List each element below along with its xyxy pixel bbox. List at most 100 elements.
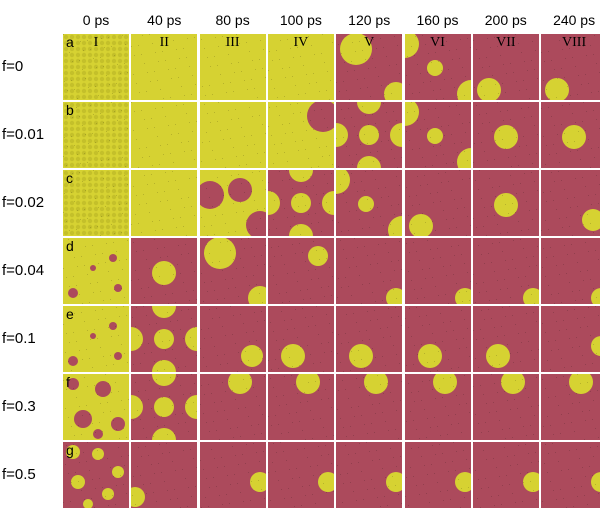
phase-map <box>267 442 334 508</box>
snapshot-panel <box>471 169 540 237</box>
phase-map <box>404 34 471 100</box>
phase-map <box>336 170 403 236</box>
row-letter: c <box>66 170 73 186</box>
phase-map <box>131 374 198 440</box>
fraction-label: f=0.01 <box>2 126 45 143</box>
snapshot-panel <box>198 373 267 441</box>
snapshot-panel <box>335 373 404 441</box>
phase-map <box>472 238 539 304</box>
fraction-label: f=0.5 <box>2 466 36 483</box>
snapshot-panel <box>266 305 335 373</box>
time-label: 240 ps <box>553 12 596 28</box>
phase-map <box>63 374 129 440</box>
phase-map <box>472 306 539 372</box>
phase-map <box>541 238 600 304</box>
snapshot-panel <box>540 101 600 169</box>
snapshot-panel <box>335 237 404 305</box>
snapshot-panel <box>130 101 199 169</box>
phase-map <box>541 374 600 440</box>
column-numeral: II <box>159 35 169 50</box>
snapshot-panel: f <box>62 373 130 441</box>
phase-map <box>404 442 471 508</box>
snapshot-panel <box>540 237 600 305</box>
row-letter: f <box>66 374 70 390</box>
snapshot-panel <box>266 237 335 305</box>
phase-map <box>267 374 334 440</box>
phase-map <box>472 442 539 508</box>
snapshot-panel <box>198 169 267 237</box>
phase-map <box>63 442 129 508</box>
phase-map <box>541 102 600 168</box>
fraction-label: f=0.3 <box>2 398 36 415</box>
phase-map <box>472 170 539 236</box>
phase-map <box>199 34 266 100</box>
phase-map <box>63 170 129 236</box>
row-letter: g <box>66 442 74 458</box>
time-label: 200 ps <box>484 12 527 28</box>
snapshot-panel <box>198 101 267 169</box>
phase-map <box>199 170 266 236</box>
phase-map <box>404 102 471 168</box>
phase-map <box>336 374 403 440</box>
snapshot-panel <box>471 305 540 373</box>
snapshot-panel <box>403 237 472 305</box>
row-letter: e <box>66 306 74 322</box>
snapshot-panel <box>540 373 600 441</box>
phase-map <box>63 306 129 372</box>
snapshot-panel: II <box>130 33 199 101</box>
phase-map <box>336 238 403 304</box>
column-numeral: I <box>93 35 99 50</box>
snapshot-panel <box>130 305 199 373</box>
snapshot-panel: g <box>62 441 130 509</box>
phase-map <box>199 442 266 508</box>
snapshot-panel <box>198 237 267 305</box>
row-letter: a <box>66 34 74 50</box>
column-numeral: VII <box>496 35 516 50</box>
phase-map <box>404 374 471 440</box>
snapshot-panel <box>130 373 199 441</box>
snapshot-panel <box>403 441 472 509</box>
snapshot-panel <box>266 441 335 509</box>
phase-map <box>199 102 266 168</box>
snapshot-panel: V <box>335 33 404 101</box>
column-numeral: VI <box>430 35 445 50</box>
phase-map <box>541 442 600 508</box>
snapshot-panel: d <box>62 237 130 305</box>
fraction-label: f=0.1 <box>2 330 36 347</box>
snapshot-panel <box>198 305 267 373</box>
phase-map <box>131 238 198 304</box>
column-numeral: V <box>364 35 375 50</box>
phase-map <box>199 238 266 304</box>
snapshot-panel: b <box>62 101 130 169</box>
phase-map <box>404 306 471 372</box>
snapshot-panel <box>335 305 404 373</box>
phase-map <box>336 102 403 168</box>
phase-map <box>267 102 334 168</box>
phase-map <box>199 374 266 440</box>
snapshot-panel: VII <box>471 33 540 101</box>
column-numeral: III <box>225 35 240 50</box>
phase-map <box>131 306 198 372</box>
snapshot-panel <box>266 373 335 441</box>
fraction-label: f=0.02 <box>2 194 45 211</box>
snapshot-panel <box>403 305 472 373</box>
time-label: 160 ps <box>416 12 459 28</box>
phase-map <box>267 34 334 100</box>
snapshot-panel <box>471 101 540 169</box>
column-numeral: VIII <box>562 35 587 50</box>
time-label: 40 ps <box>147 12 182 28</box>
phase-map <box>336 34 403 100</box>
snapshot-panel: e <box>62 305 130 373</box>
snapshot-panel <box>198 441 267 509</box>
phase-map <box>541 170 600 236</box>
snapshot-panel <box>540 441 600 509</box>
snapshot-panel: c <box>62 169 130 237</box>
phase-map <box>63 34 129 100</box>
snapshot-panel <box>540 169 600 237</box>
phase-map <box>472 102 539 168</box>
column-numeral: IV <box>293 35 309 50</box>
row-letter: d <box>66 238 74 254</box>
phase-map <box>404 238 471 304</box>
fraction-label: f=0 <box>2 58 24 75</box>
